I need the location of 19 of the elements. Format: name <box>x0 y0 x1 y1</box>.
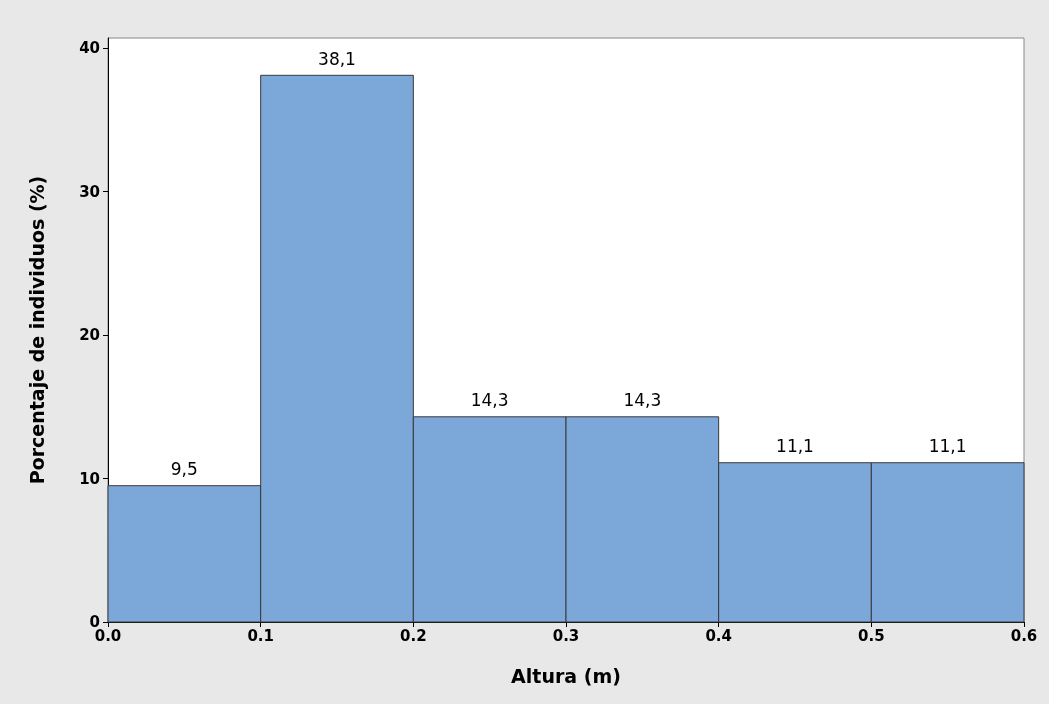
y-tick-label: 10 <box>79 469 100 488</box>
x-tick-label: 0.5 <box>858 626 885 645</box>
data-label: 38,1 <box>318 48 356 69</box>
data-label: 11,1 <box>776 436 814 457</box>
y-axis-title: Porcentaje de individuos (%) <box>25 175 48 485</box>
data-label: 14,3 <box>470 390 509 411</box>
x-tick-label: 0.1 <box>247 626 274 645</box>
data-label: 14,3 <box>623 390 662 411</box>
y-tick-label: 30 <box>79 182 100 201</box>
y-tick-label: 20 <box>79 326 100 345</box>
y-tick-label: 40 <box>79 39 100 58</box>
x-tick-label: 0.2 <box>400 626 427 645</box>
x-tick-label: 0.0 <box>94 626 122 645</box>
x-tick-label: 0.3 <box>552 626 580 645</box>
data-label: 11,1 <box>928 436 967 457</box>
x-axis-title: Altura (m) <box>511 664 621 687</box>
x-tick-label: 0.4 <box>705 626 732 645</box>
data-label: 9,5 <box>170 459 198 480</box>
x-tick-label: 0.6 <box>1010 626 1038 645</box>
